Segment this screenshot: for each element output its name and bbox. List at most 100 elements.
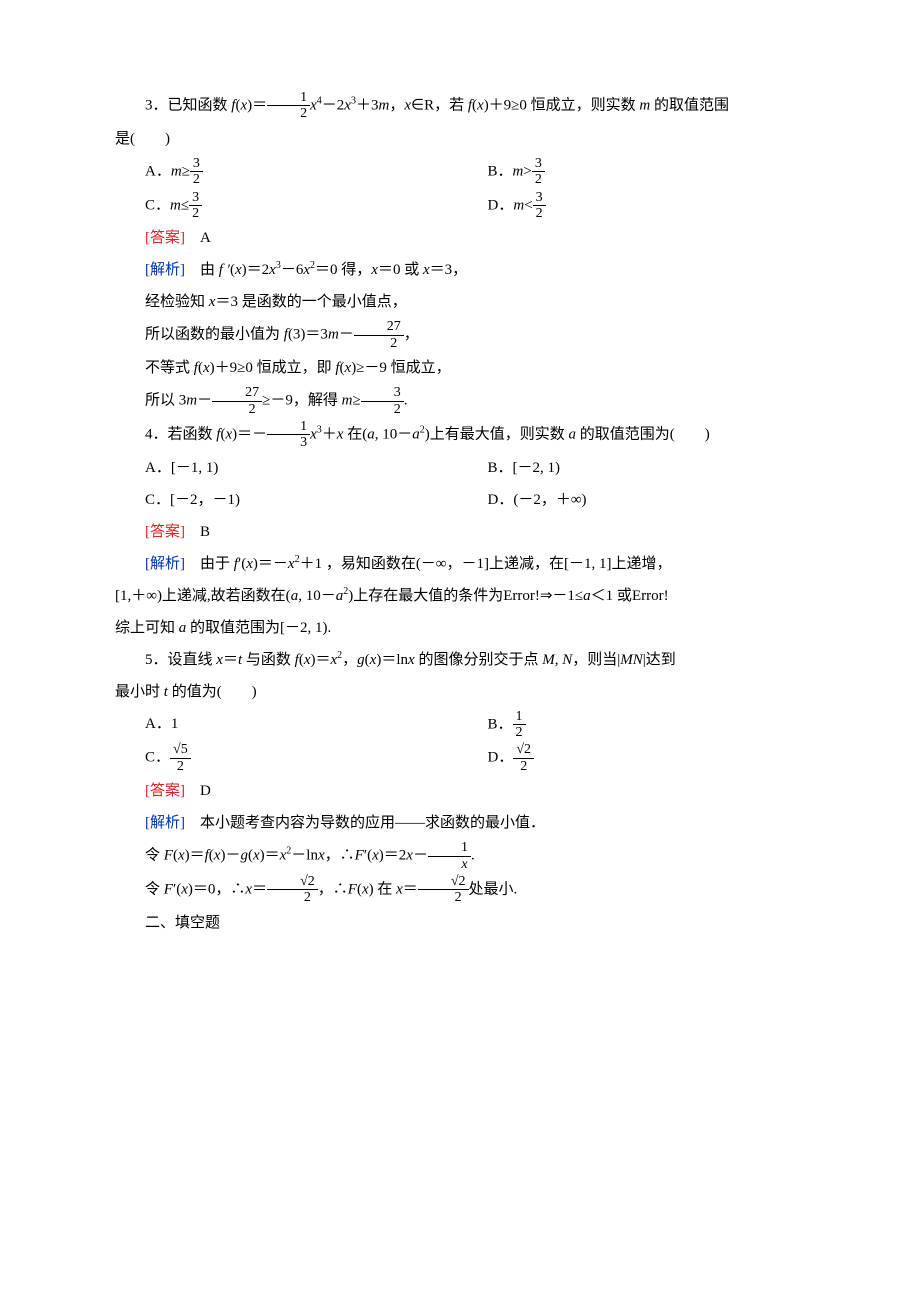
denominator: 2 [354,336,404,351]
text: (3)＝3 [288,327,328,343]
text: ≥ [352,392,360,408]
var-t: t [164,684,172,700]
var-x: x [423,262,430,278]
numerator: 3 [189,190,202,206]
q3-sol-line3: 所以函数的最小值为 f(3)＝3m－272， [115,319,830,351]
text: 综上可知 [115,620,179,636]
var-m: m [171,163,182,179]
fraction: 12 [513,709,526,741]
var-x: x [404,97,411,113]
q5-choices-cd: C．√52 D．√22 [115,742,830,774]
text: ) 在 [369,881,397,897]
q3-sol-line1: [解析] 由 f ′(x)＝2x3－6x2＝0 得，x＝0 或 x＝3， [115,255,830,285]
q4-choice-a: A．[－1, 1) [145,453,488,483]
fraction: 32 [190,156,203,188]
q5-sol-line2: 令 F(x)＝f(x)－g(x)＝x2－lnx，∴F′(x)＝2x－1x. [115,840,830,872]
text: ＝3 是函数的一个最小值点， [215,294,406,310]
text: ′( [364,848,372,864]
q5-choice-d: D．√22 [488,742,831,774]
var-a: a [583,588,591,604]
text: 与函数 [246,652,295,668]
text: )－ [220,848,240,864]
q4-choice-b: B．[－2, 1) [488,453,831,483]
text: － [413,848,428,864]
var-x: x [216,652,223,668]
text: 的取值范围为[－2, 1). [190,620,331,636]
text: ，∴ [325,848,355,864]
var-m: m [342,392,353,408]
text: 令 [145,848,164,864]
var-a: a [412,426,420,442]
fraction: 272 [212,385,262,417]
text: )＝－ [253,556,288,572]
text: ＋1 ，易知函数在(－∞，－1]上递减，在[－1, 1]上递增， [300,556,672,572]
text: ′( [238,556,246,572]
q5-choice-b: B．12 [488,709,831,741]
text: ＝ [252,881,267,897]
var-m: m [170,197,181,213]
q5-choice-c: C．√52 [145,742,488,774]
text: ， [404,327,419,343]
label: D． [488,750,514,766]
var-m: m [513,163,524,179]
q5-answer: [答案] D [115,776,830,806]
denominator: 3 [267,435,310,450]
text: 4．若函数 [145,426,216,442]
q4-sol-line3: 综上可知 a 的取值范围为[－2, 1). [115,613,830,643]
q3-choice-d: D．m<32 [488,190,831,222]
q3-sol-line5: 所以 3m－272≥－9，解得 m≥32. [115,385,830,417]
text: 的值为( ) [172,684,257,700]
denominator: 2 [267,890,318,905]
var-m-cap: M [542,652,555,668]
text: ＝ [403,881,418,897]
numerator: 3 [533,190,546,206]
denominator: 2 [533,206,546,221]
label: A． [145,163,171,179]
var-x: x [178,848,185,864]
var-mn: MN [620,652,643,668]
var-f-cap: F [164,881,173,897]
text: 所以 3 [145,392,186,408]
fraction: √52 [170,742,191,774]
denominator: 2 [532,172,545,187]
text: 由于 [185,556,234,572]
text: )＝ [185,848,205,864]
denominator: 2 [418,890,469,905]
var-x: x [477,97,484,113]
text: －6 [281,262,304,278]
var-t: t [238,652,246,668]
numerator: √2 [418,874,469,890]
rel: < [524,197,532,213]
var-m: m [328,327,339,343]
var-x: x [310,97,317,113]
text: 处最小. [469,881,518,897]
text: 3．已知函数 [145,97,231,113]
numerator: √2 [513,742,534,758]
var-g: g [357,652,365,668]
denominator: 2 [212,402,262,417]
text: ⇒－1≤ [540,588,583,604]
var-m: m [513,197,524,213]
text: 不等式 [145,360,194,376]
text: ＝0 得， [315,262,371,278]
q3-choice-c: C．m≤32 [145,190,488,222]
denominator: 2 [513,759,534,774]
solution-label: [解析] [145,262,185,278]
fraction: √22 [418,874,469,906]
var-m: m [639,97,654,113]
var-x: x [396,881,403,897]
q4-sol-line2: [1,＋∞)上递减,故若函数在(a, 10－a2)上存在最大值的条件为Error… [115,581,830,611]
var-n-cap: N [562,652,572,668]
text: . [404,392,408,408]
text: )上存在最大值的条件为 [348,588,503,604]
q3-choice-a: A．m≥32 [145,156,488,188]
text: ＝ [223,652,238,668]
text: 的取值范围为( ) [580,426,710,442]
q5-sol-line1: [解析] 本小题考查内容为导数的应用——求函数的最小值． [115,808,830,838]
text: 在( [347,426,367,442]
text: ≥－9，解得 [262,392,341,408]
var-x: x [408,652,418,668]
fraction: 32 [361,385,404,417]
var-x: x [288,556,295,572]
var-f-cap: F [164,848,173,864]
